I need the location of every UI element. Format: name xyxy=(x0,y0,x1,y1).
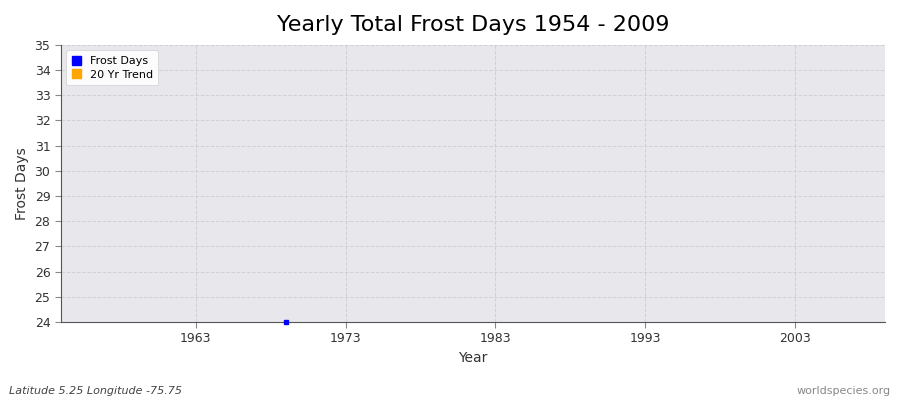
Legend: Frost Days, 20 Yr Trend: Frost Days, 20 Yr Trend xyxy=(67,50,158,85)
X-axis label: Year: Year xyxy=(458,351,488,365)
Title: Yearly Total Frost Days 1954 - 2009: Yearly Total Frost Days 1954 - 2009 xyxy=(276,15,670,35)
Text: worldspecies.org: worldspecies.org xyxy=(796,386,891,396)
Text: Latitude 5.25 Longitude -75.75: Latitude 5.25 Longitude -75.75 xyxy=(9,386,182,396)
Y-axis label: Frost Days: Frost Days xyxy=(15,147,29,220)
